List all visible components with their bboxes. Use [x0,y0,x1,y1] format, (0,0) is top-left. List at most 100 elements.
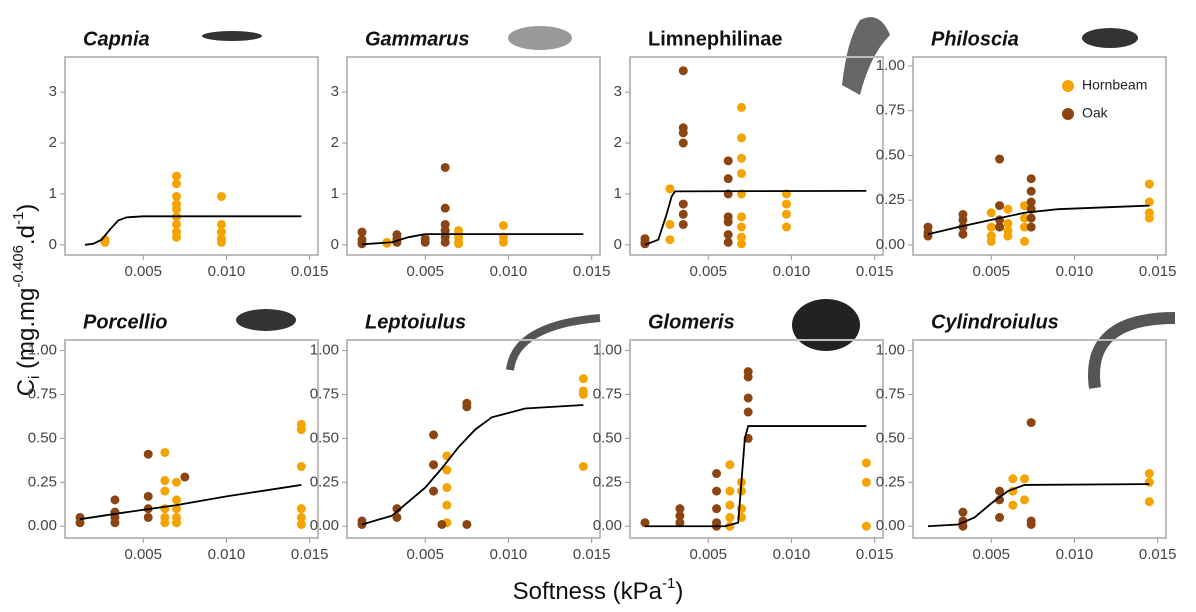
x-tick-label: 0.005 [972,263,1010,280]
point [665,219,675,229]
y-tick-label: 0.00 [310,517,339,534]
point [462,519,472,529]
y-tick-label: 0 [331,236,339,253]
point [678,199,688,209]
point [578,389,588,399]
point [1026,186,1036,196]
point [172,179,182,189]
point [1144,213,1154,223]
y-tick-label: 0.75 [310,385,339,402]
point [110,518,120,528]
point [172,171,182,181]
point [462,402,472,412]
point [216,191,226,201]
y-tick-label: 0.75 [28,385,57,402]
point [1008,500,1018,510]
point [1008,474,1018,484]
point [172,477,182,487]
panel-title: Gammarus [365,28,470,50]
fit-curve [927,483,1150,528]
y-tick-label: 0.25 [876,473,905,490]
x-tick-label: 0.010 [490,263,528,280]
point [172,219,182,229]
x-label-sup: -1 [662,575,675,592]
y-tick-label: 0.25 [593,473,622,490]
point [160,518,170,528]
fit-curve [644,189,867,246]
point [781,199,791,209]
x-tick-label: 0.005 [406,263,444,280]
philoscia-icon [1082,28,1138,48]
point [1026,418,1036,428]
point [1020,213,1030,223]
point [296,461,306,471]
point [640,518,650,528]
legend-label: Hornbeam [1082,77,1147,93]
x-axis-label: Softness (kPa-1) [513,575,684,605]
point [958,215,968,225]
x-tick-label: 0.015 [856,263,894,280]
point [995,486,1005,496]
point [420,237,430,247]
point [1144,497,1154,507]
point [216,237,226,247]
point [440,237,450,247]
point [216,219,226,229]
point [75,518,85,528]
point [743,372,753,382]
y-tick-label: 0.50 [876,429,905,446]
plot-frame [912,56,1167,256]
x-label-text: Softness (kPa [513,578,663,605]
x-tick-label: 0.005 [689,546,727,563]
panel-title: Capnia [83,28,150,50]
y-tick-label: 1 [331,185,339,202]
y-tick-label: 0.25 [876,191,905,208]
point [723,156,733,166]
y-tick-label: 0.50 [310,429,339,446]
y-tick-label: 0.75 [593,385,622,402]
point [440,162,450,172]
point [725,460,735,470]
y-tick-label: 2 [614,134,622,151]
point [723,174,733,184]
y-tick-label: 3 [614,83,622,100]
x-tick-label: 0.005 [124,263,162,280]
x-tick-label: 0.010 [1056,263,1094,280]
panel-title: Glomeris [648,311,735,333]
point [1026,213,1036,223]
y-tick-label: 0.75 [876,102,905,119]
point [986,208,996,218]
porcellio-icon [236,309,296,331]
point [723,230,733,240]
y-tick-label: 2 [331,134,339,151]
y-tick-label: 1.00 [310,342,339,359]
point [1144,179,1154,189]
fit-curve [927,204,1150,236]
point [143,491,153,501]
point [578,374,588,384]
point [442,465,452,475]
point [743,393,753,403]
point [392,504,402,514]
panel-title: Cylindroiulus [931,311,1059,333]
point [737,239,747,249]
point [1026,197,1036,207]
y-tick-label: 0.00 [876,517,905,534]
point [712,486,722,496]
point [172,518,182,528]
y-tick-label: 1.00 [593,342,622,359]
point [743,407,753,417]
point [678,209,688,219]
y-tick-label: 1.00 [876,57,905,74]
point [110,495,120,505]
plot-frame [629,339,884,539]
point [578,461,588,471]
point [1026,222,1036,232]
legend-label: Oak [1082,105,1109,121]
point [1003,218,1013,228]
legend-swatch [1062,108,1074,120]
point [180,472,190,482]
point [1144,197,1154,207]
x-label-text: ) [675,578,683,605]
point [440,226,450,236]
